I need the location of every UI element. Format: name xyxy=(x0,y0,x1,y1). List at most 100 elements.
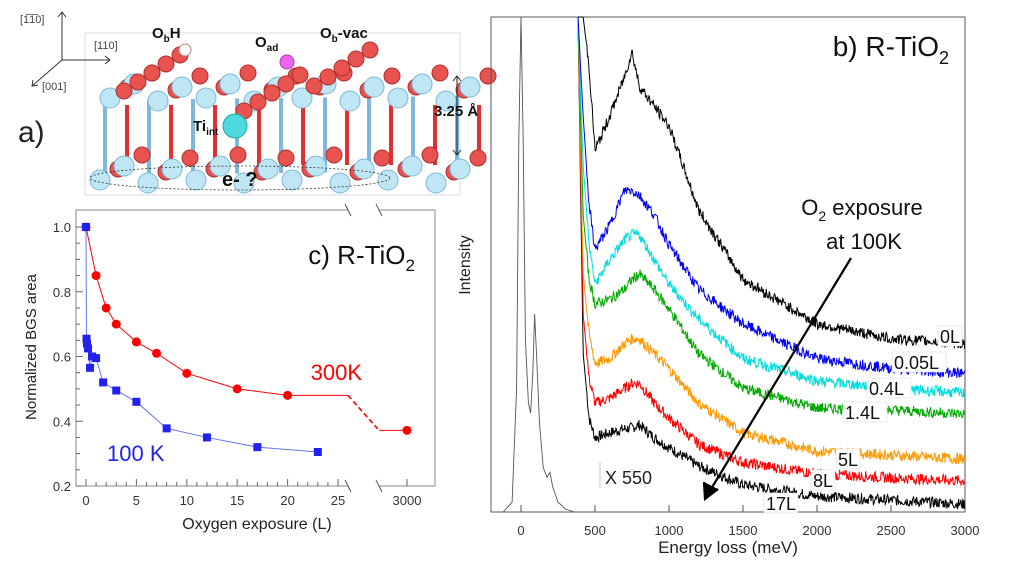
x-tick-label-c: 10 xyxy=(180,493,194,508)
electron-region xyxy=(89,165,391,191)
y-axis-label-b: Intensity xyxy=(457,235,474,295)
series-label-bg xyxy=(891,351,947,373)
marker-300K xyxy=(182,368,192,378)
marker-100 K xyxy=(162,424,171,433)
axis-break-mark xyxy=(375,479,383,493)
bridging-oxygen-atom xyxy=(129,73,147,91)
titanium-atom xyxy=(411,73,433,95)
titanium-atom xyxy=(137,172,159,194)
bridging-oxygen-atom xyxy=(333,59,351,77)
series-label-bg xyxy=(835,448,861,470)
series-label-bg xyxy=(866,377,912,399)
marker-100 K xyxy=(86,363,95,372)
elastic-peak-curve xyxy=(502,16,575,513)
marker-300K xyxy=(91,271,101,281)
marker-300K xyxy=(402,425,412,435)
series-label-0.4L: 0.4L xyxy=(869,379,904,399)
titanium-atom xyxy=(281,169,303,191)
label-obvac: Ob-vac xyxy=(320,25,368,45)
titanium-atom xyxy=(161,158,183,180)
marker-100 K xyxy=(112,386,121,395)
marker-100 K xyxy=(313,448,322,457)
bridging-oxygen-atom xyxy=(347,50,365,68)
label-spacing: 3.25 Å xyxy=(434,103,478,120)
y-tick-label-c: 0.4 xyxy=(53,414,71,429)
crystal-axes-icon xyxy=(31,11,111,87)
spacing-arrow-icon xyxy=(452,75,462,156)
marker-100 K xyxy=(202,433,211,442)
titanium-atom xyxy=(401,155,423,177)
marker-300K xyxy=(111,319,121,329)
titanium-atom xyxy=(449,158,471,180)
titanium-atom xyxy=(257,158,279,180)
spectrum-1.4L xyxy=(577,16,965,419)
series-label-0L: 0L xyxy=(940,327,960,347)
titanium-atom xyxy=(339,90,361,112)
titanium-atom xyxy=(353,158,375,180)
series-label-bg xyxy=(810,469,836,491)
titanium-atom xyxy=(387,87,409,109)
marker-300K xyxy=(101,303,111,313)
axis-break-mark xyxy=(344,479,352,493)
bridging-oxygen-atom xyxy=(249,93,267,111)
titanium-atom xyxy=(363,76,385,98)
oxygen-atom xyxy=(325,146,343,164)
oxygen-atom xyxy=(239,64,257,82)
marker-100 K xyxy=(99,378,108,387)
series-label-100k: 100 K xyxy=(107,441,165,466)
titanium-atom xyxy=(291,87,313,109)
scale-note: X 550 xyxy=(605,468,652,488)
series-label-bg xyxy=(937,325,963,347)
panel-b-eels-spectra: 0 500 1000 1500 2000 2500 3000 0L0.05L 0.4L 1.4L… xyxy=(457,16,979,557)
titanium-atom xyxy=(171,76,193,98)
break-dashed-line xyxy=(347,394,380,431)
spectrum-5L xyxy=(577,16,966,465)
axis-break-mark xyxy=(375,203,383,217)
oxygen-atom xyxy=(383,67,401,85)
x-tick-label-b: 2500 xyxy=(877,523,906,538)
axis-break-mark xyxy=(344,203,352,217)
x-tick-label-c: 25 xyxy=(331,493,345,508)
oxygen-atom xyxy=(421,146,439,164)
x-tick-label-b: 500 xyxy=(584,523,606,538)
marker-300K xyxy=(152,348,162,358)
titanium-atom xyxy=(305,155,327,177)
x-tick-label-c: 5 xyxy=(133,493,140,508)
bridging-oxygen-atom xyxy=(115,82,133,100)
titanium-atom xyxy=(195,87,217,109)
x-tick-label-c: 3000 xyxy=(393,493,422,508)
bridging-oxygen-atom xyxy=(157,55,175,73)
titanium-atom xyxy=(425,172,447,194)
series-label-bg xyxy=(842,401,888,423)
line-300K xyxy=(85,226,348,396)
bridging-oxygen-atom xyxy=(277,75,295,93)
titanium-atom xyxy=(377,169,399,191)
titanium-atom xyxy=(233,172,255,194)
adsorbed-oxygen-atom xyxy=(279,54,295,70)
marker-100 K xyxy=(84,344,93,353)
x-axis-label-b: Energy loss (meV) xyxy=(658,538,798,557)
marker-300K xyxy=(283,390,293,400)
bridging-oxygen-atom xyxy=(319,68,337,86)
panel-c-title: c) R-TiO2 xyxy=(308,240,415,275)
plot-b-frame xyxy=(490,16,966,513)
oxygen-atom xyxy=(133,146,151,164)
structure-frame xyxy=(84,32,461,196)
line-100 K xyxy=(85,226,318,453)
bridging-oxygen-atom xyxy=(143,64,161,82)
series-label-1.4L: 1.4L xyxy=(845,403,880,423)
marker-100 K xyxy=(253,443,262,452)
marker-300K xyxy=(131,337,141,347)
y-tick-label-c: 0.8 xyxy=(53,285,71,300)
oxygen-atom xyxy=(479,67,497,85)
titanium-atom xyxy=(147,90,169,112)
marker-300K xyxy=(232,384,242,394)
x-tick-label-b: 0 xyxy=(517,523,524,538)
titanium-atom xyxy=(185,169,207,191)
titanium-atom xyxy=(459,76,481,98)
oxygen-atom xyxy=(469,149,487,167)
panel-a-structure: [1̅1̅0] [110] [001] a) ObH Oad Ob-vac Ti… xyxy=(18,11,497,196)
x-tick-label-c: 15 xyxy=(230,493,244,508)
